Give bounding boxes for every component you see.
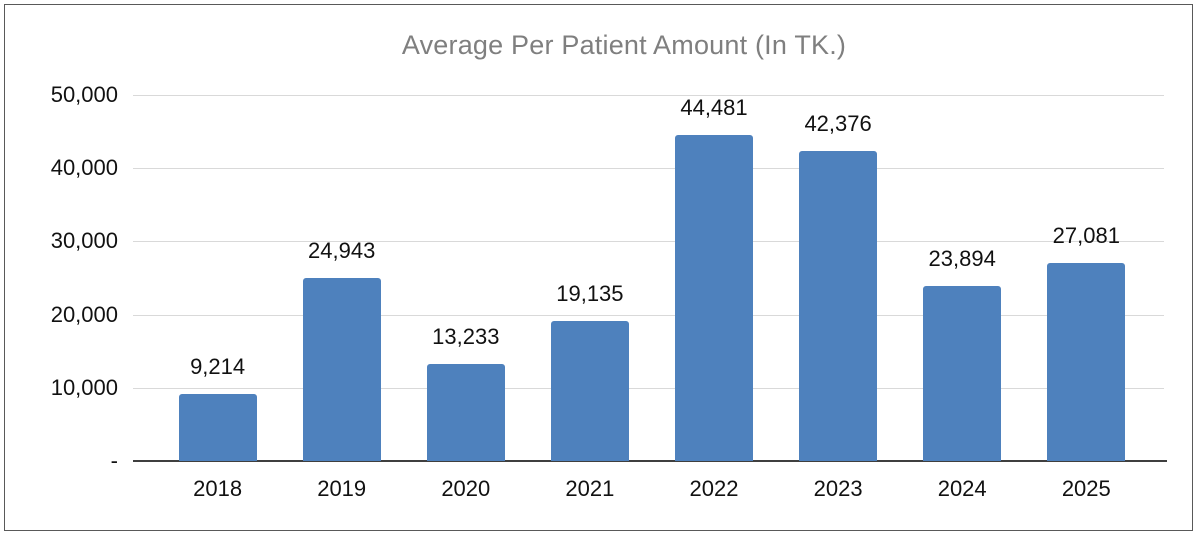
gridline: [133, 168, 1164, 170]
data-label-2021: 19,135: [556, 280, 624, 306]
x-axis-label-2018: 2018: [193, 476, 243, 501]
bar-2018[interactable]: [178, 393, 257, 461]
data-label-2018: 9,214: [190, 353, 246, 379]
data-label-2024: 23,894: [928, 246, 996, 272]
x-axis-label-2022: 2022: [689, 476, 739, 501]
x-axis-label-2020: 2020: [441, 476, 491, 501]
y-axis-tick-label: 20,000: [50, 301, 118, 327]
y-axis-tick-label: 10,000: [50, 374, 118, 400]
bar-2021[interactable]: [550, 320, 629, 461]
x-axis-label-2019: 2019: [317, 476, 367, 501]
y-axis-tick-label: -: [110, 448, 118, 473]
y-axis-tick-label: 30,000: [50, 228, 118, 254]
x-axis-label-2023: 2023: [813, 476, 863, 501]
x-axis-label-2024: 2024: [937, 476, 987, 501]
y-axis-tick-label: 40,000: [50, 155, 118, 181]
bar-2025[interactable]: [1047, 262, 1126, 461]
bar-2023[interactable]: [799, 150, 878, 461]
data-label-2020: 13,233: [432, 324, 500, 350]
gridline: [133, 241, 1164, 243]
bar-2022[interactable]: [675, 135, 753, 461]
gridline: [133, 314, 1164, 316]
bar-2019[interactable]: [302, 278, 381, 461]
plot-area: [133, 95, 1167, 462]
data-label-2019: 24,943: [308, 238, 376, 264]
data-label-2023: 42,376: [804, 110, 872, 136]
gridline: [133, 387, 1164, 389]
y-axis-tick-label: 50,000: [50, 82, 118, 107]
data-label-2025: 27,081: [1052, 222, 1120, 248]
x-axis-line: [133, 460, 1167, 462]
gridline: [133, 95, 1164, 96]
x-axis-label-2025: 2025: [1061, 476, 1111, 501]
chart-title: Average Per Patient Amount (In TK.): [401, 30, 847, 60]
x-axis-label-2021: 2021: [565, 476, 615, 501]
data-label-2022: 44,481: [680, 95, 748, 121]
bar-2024[interactable]: [923, 286, 1002, 461]
bar-2020[interactable]: [426, 364, 505, 461]
